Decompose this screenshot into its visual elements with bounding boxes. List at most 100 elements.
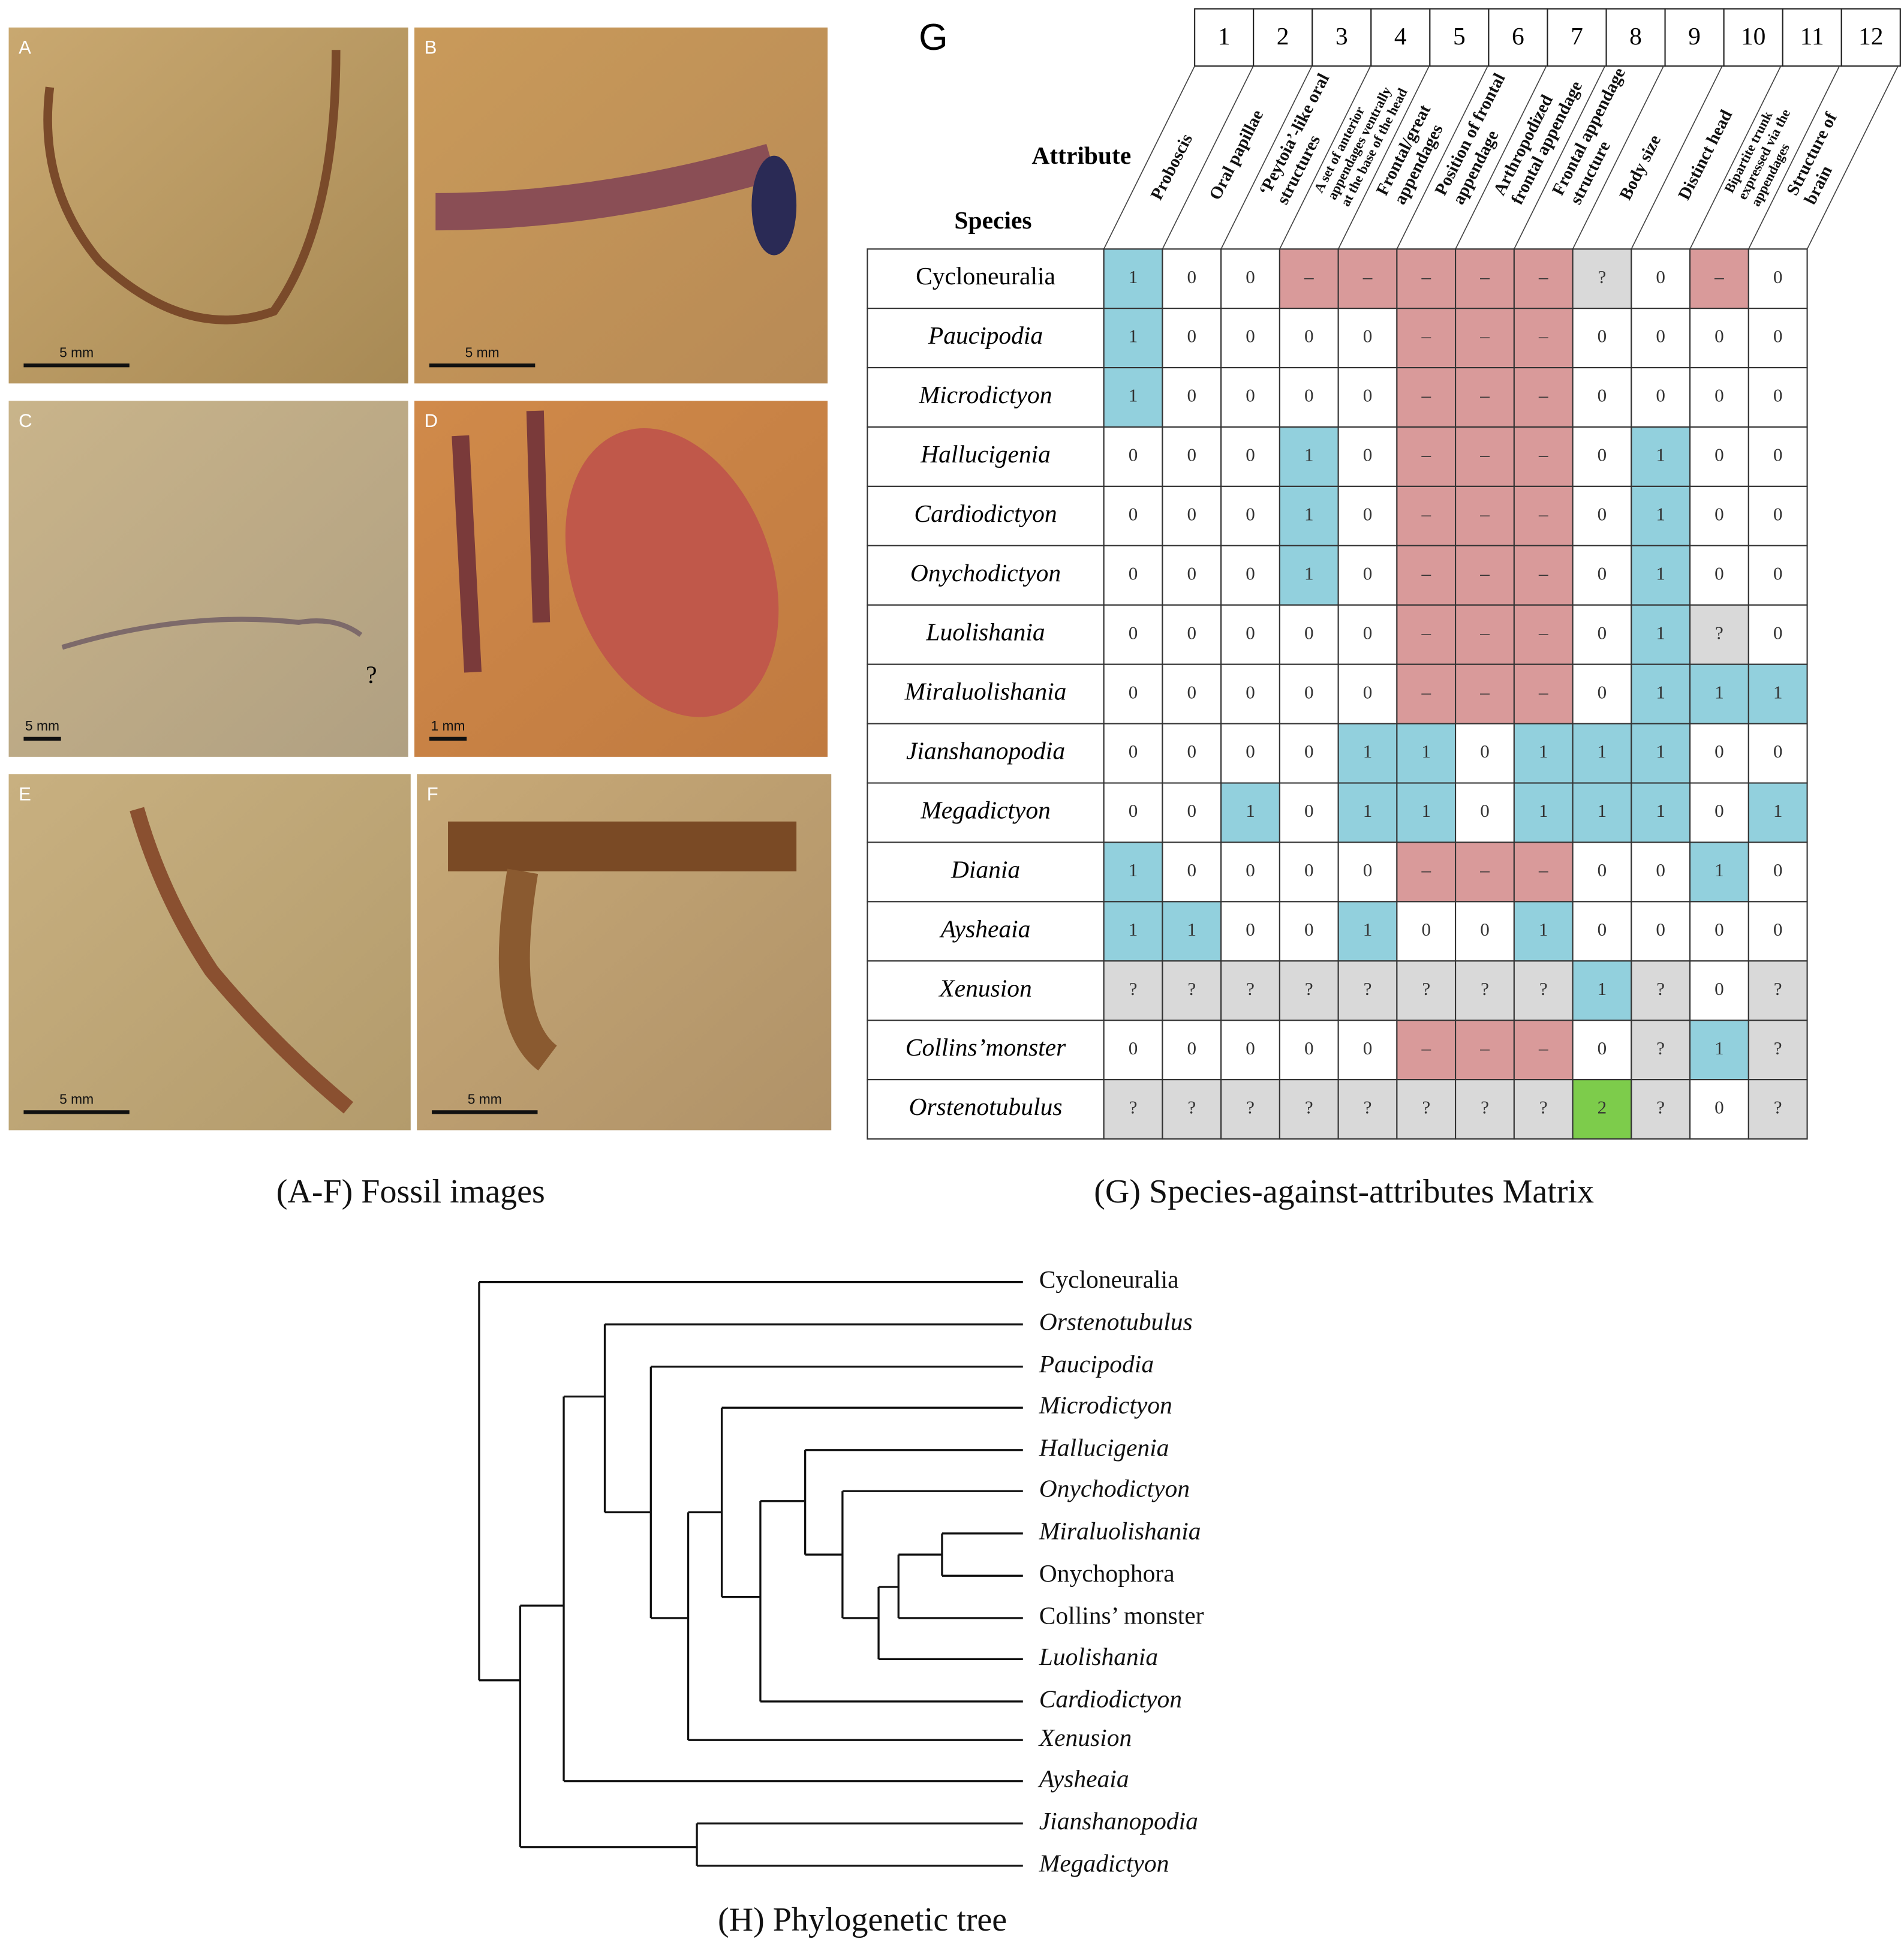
cell-value: ? bbox=[1187, 1097, 1196, 1118]
cell-value: 0 bbox=[1363, 504, 1373, 525]
cell-value: 1 bbox=[1656, 444, 1665, 465]
cell-value: ? bbox=[1129, 1097, 1138, 1118]
cell-value: 1 bbox=[1714, 859, 1724, 880]
panel-letter: D bbox=[425, 410, 438, 431]
column-number-box bbox=[1664, 8, 1725, 67]
cell-value: – bbox=[1421, 622, 1431, 643]
photo bbox=[8, 27, 408, 384]
tree-branches bbox=[478, 1280, 1023, 1867]
panel-letter: C bbox=[19, 410, 32, 431]
matrix-cell bbox=[1396, 663, 1457, 725]
cell-value: ? bbox=[1539, 978, 1548, 999]
cell-value: 1 bbox=[1773, 681, 1783, 702]
matrix-cell bbox=[1572, 367, 1632, 428]
cell-value: – bbox=[1538, 681, 1548, 702]
cell-value: 0 bbox=[1187, 266, 1196, 287]
cell-value: 0 bbox=[1187, 800, 1196, 821]
species-cell bbox=[867, 782, 1105, 843]
cell-value: 0 bbox=[1480, 919, 1490, 940]
cell-value: 0 bbox=[1480, 741, 1490, 762]
cell-value: ? bbox=[1481, 1097, 1489, 1118]
cell-value: 1 bbox=[1246, 800, 1255, 821]
cell-value: 0 bbox=[1246, 859, 1255, 880]
cell-value: 0 bbox=[1598, 504, 1607, 525]
cell-value: 0 bbox=[1246, 385, 1255, 406]
matrix-cell bbox=[1279, 426, 1339, 487]
cell-value: 0 bbox=[1246, 741, 1255, 762]
column-number-box bbox=[1605, 8, 1666, 67]
phylogenetic-tree bbox=[478, 1280, 1023, 1867]
column-number-box bbox=[1782, 8, 1842, 67]
matrix-cell bbox=[1747, 485, 1808, 546]
species-name: Collins’monster bbox=[906, 1033, 1066, 1061]
header-slant bbox=[1337, 65, 1430, 249]
cell-value: 0 bbox=[1246, 326, 1255, 347]
column-number-box bbox=[1194, 8, 1255, 67]
column-number-box bbox=[1253, 8, 1313, 67]
cell-value: 1 bbox=[1539, 800, 1548, 821]
species-cell bbox=[867, 1020, 1105, 1081]
cell-value: 1 bbox=[1129, 385, 1138, 406]
matrix-cell bbox=[1220, 426, 1280, 487]
cell-value: 0 bbox=[1246, 266, 1255, 287]
cell-value: ? bbox=[1129, 978, 1138, 999]
matrix-cell bbox=[1103, 545, 1163, 606]
column-number-box bbox=[1312, 8, 1372, 67]
matrix-cell bbox=[1747, 1020, 1808, 1081]
cell-value: 1 bbox=[1656, 504, 1665, 525]
cell-value: 0 bbox=[1246, 563, 1255, 584]
cell-value: 0 bbox=[1304, 622, 1314, 643]
species-name: Aysheaia bbox=[939, 915, 1031, 942]
cell-value: – bbox=[1479, 326, 1490, 347]
cell-value: – bbox=[1538, 563, 1548, 584]
cell-value: ? bbox=[1656, 978, 1665, 999]
matrix-cell bbox=[1689, 782, 1749, 843]
leaf-label: Aysheaia bbox=[1037, 1764, 1129, 1792]
matrix-cell bbox=[1631, 545, 1691, 606]
cell-value: 0 bbox=[1773, 622, 1783, 643]
cell-value: 0 bbox=[1598, 859, 1607, 880]
matrix-cell bbox=[1279, 308, 1339, 369]
matrix-cell bbox=[1220, 308, 1280, 369]
matrix-cell bbox=[1513, 426, 1574, 487]
matrix-cell bbox=[1337, 426, 1398, 487]
cell-value: – bbox=[1479, 563, 1490, 584]
species-name: Paucipodia bbox=[928, 321, 1043, 349]
matrix-cell bbox=[1220, 1079, 1280, 1140]
cell-value: 0 bbox=[1714, 1097, 1724, 1118]
species-name: Onychodictyon bbox=[910, 559, 1061, 587]
matrix-cell bbox=[1396, 782, 1457, 843]
cell-value: – bbox=[1421, 563, 1431, 584]
column-number-box bbox=[1488, 8, 1548, 67]
matrix-cell bbox=[1631, 248, 1691, 309]
fossil-images bbox=[8, 27, 832, 1131]
matrix-cell bbox=[1220, 901, 1280, 962]
cell-value: 1 bbox=[1363, 800, 1373, 821]
cell-value: 0 bbox=[1363, 563, 1373, 584]
cell-value: ? bbox=[1539, 1097, 1548, 1118]
cell-value: ? bbox=[1187, 978, 1196, 999]
leaf-label: Megadictyon bbox=[1039, 1849, 1169, 1877]
specimen bbox=[435, 144, 777, 231]
matrix-cell bbox=[1279, 663, 1339, 725]
matrix-cell bbox=[1572, 841, 1632, 903]
matrix-cell bbox=[1279, 1079, 1339, 1140]
specimen bbox=[130, 807, 354, 1114]
heading: Attribute bbox=[1031, 142, 1131, 169]
cell-value: 0 bbox=[1187, 563, 1196, 584]
matrix-cell bbox=[1747, 545, 1808, 606]
cell-value: – bbox=[1538, 1038, 1548, 1059]
column-number: 2 bbox=[1277, 22, 1289, 50]
cell-value: 0 bbox=[1129, 563, 1138, 584]
cell-value: 0 bbox=[1656, 919, 1665, 940]
scale-label: 1 mm bbox=[431, 718, 465, 733]
cell-value: 0 bbox=[1363, 444, 1373, 465]
cell-value: 0 bbox=[1714, 385, 1724, 406]
leaf-label: Jianshanopodia bbox=[1039, 1807, 1198, 1835]
scale-bar bbox=[23, 1110, 130, 1114]
matrix-cell bbox=[1631, 1079, 1691, 1140]
cell-value: 0 bbox=[1656, 385, 1665, 406]
specimen bbox=[43, 50, 341, 324]
matrix-cell bbox=[1513, 723, 1574, 784]
